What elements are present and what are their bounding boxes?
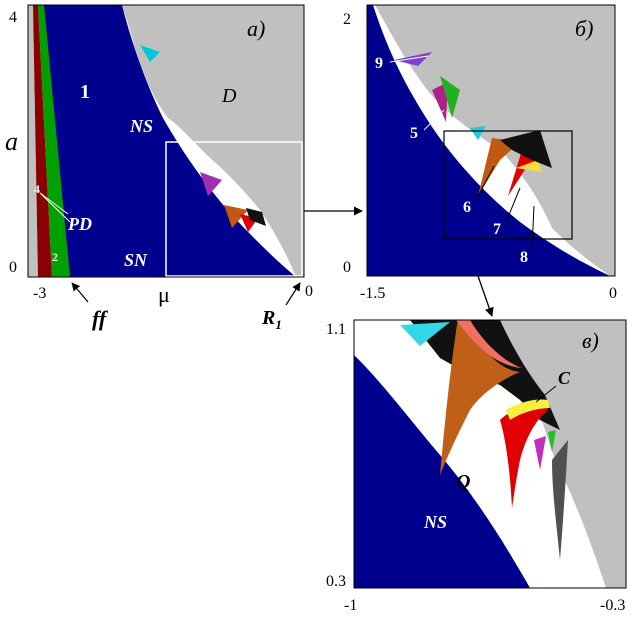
label-7: 7 [493, 221, 501, 238]
region-label-4: 4 [34, 182, 40, 196]
tongue-yellow-c [506, 399, 550, 420]
label-6: 6 [463, 199, 471, 216]
tongue-7-red [508, 150, 538, 196]
tongue-5-magenta [432, 82, 448, 122]
y-axis-label-a: a [5, 127, 18, 156]
label-q: Q [456, 471, 470, 493]
y-tick-top-a: 4 [9, 9, 17, 26]
panel-a-zoom-rect [165, 141, 303, 277]
panel-c: в) 1.1 0.3 -1 -0.3 C Q NS [326, 319, 627, 614]
region-label-d: D [221, 85, 237, 107]
tongue-gray-c [552, 440, 568, 560]
tongue-salmon-c [456, 320, 522, 368]
panel-a: а) a 4 0 -3 0 1 D NS PD SN 4 2 ff μ R1 [5, 4, 313, 332]
y-tick-top-c: 1.1 [326, 321, 346, 338]
leader-7 [505, 187, 521, 223]
y-tick-bottom-a: 0 [9, 259, 17, 276]
fringe-purple [200, 172, 222, 196]
region-1-blue [38, 5, 296, 277]
fringe-orange [224, 205, 248, 228]
tongue-9-purple [394, 52, 432, 66]
region-d-gray [122, 5, 304, 277]
panel-a-plot-area [28, 5, 304, 277]
panel-c-plot-area [354, 320, 626, 588]
region-blue-b [367, 5, 610, 276]
label-5: 5 [410, 125, 418, 142]
leader-6 [475, 165, 495, 201]
label-ns-c: NS [423, 512, 447, 532]
tongue-cyan-c [400, 322, 450, 346]
panel-b-zoom-rect [443, 130, 573, 240]
region-label-sn: SN [124, 250, 148, 270]
x-tick-left-b: -1.5 [360, 285, 385, 302]
region-label-pd: PD [67, 214, 92, 234]
region-2-darkred [33, 5, 52, 277]
tongue-green-b [440, 76, 460, 118]
arrow-b-to-c [477, 275, 494, 317]
leader-9 [389, 55, 429, 63]
x-tick-right-b: 0 [609, 285, 617, 302]
tongue-6-orange [478, 138, 520, 196]
panel-b-plot-area [367, 5, 615, 276]
region-label-1: 1 [80, 81, 90, 103]
left-gray-strip [28, 5, 38, 277]
x-tick-right-a: 0 [305, 283, 313, 300]
ff-arrow [71, 282, 89, 303]
tongue-orange-c [440, 320, 520, 475]
x-tick-left-a: -3 [33, 285, 46, 302]
fringe-cyan [140, 45, 160, 62]
leader-c [535, 385, 557, 403]
fringe-magenta-c [534, 436, 546, 470]
fringe-black [246, 208, 266, 226]
callout-4-line-2 [39, 192, 71, 223]
ff-label: ff [92, 306, 109, 331]
label-9: 9 [375, 55, 383, 72]
panel-a-tag: а) [247, 16, 265, 41]
panel-b: б) 2 0 -1.5 0 9 5 6 7 8 [343, 4, 617, 302]
mu-label: μ [158, 282, 170, 307]
y-tick-bottom-b: 0 [343, 259, 351, 276]
label-c: C [558, 368, 571, 388]
r1-arrow [285, 282, 301, 306]
x-tick-right-c: -0.3 [600, 597, 625, 614]
fringe-green-c [548, 430, 556, 452]
region-label-ns-a: NS [129, 116, 153, 136]
r1-label: R1 [261, 307, 282, 332]
chaos-black-b [500, 130, 552, 168]
region-label-2: 2 [52, 250, 58, 264]
callout-4-line-1 [39, 192, 69, 215]
tongue-yellow-b [516, 160, 542, 172]
y-tick-bottom-c: 0.3 [326, 573, 346, 590]
fringe-cyan-b [470, 126, 486, 140]
panel-b-tag: б) [575, 16, 593, 41]
panel-a-frame [27, 4, 305, 278]
x-tick-left-c: -1 [344, 597, 357, 614]
leader-8 [531, 205, 535, 249]
panel-b-frame [366, 4, 616, 277]
label-8: 8 [520, 249, 528, 266]
y-tick-top-b: 2 [343, 11, 351, 28]
tongue-red-c [500, 400, 548, 508]
panel-c-tag: в) [582, 328, 599, 353]
panel-c-frame [353, 319, 627, 589]
leader-5 [423, 109, 445, 131]
region-blue-c [354, 355, 530, 588]
